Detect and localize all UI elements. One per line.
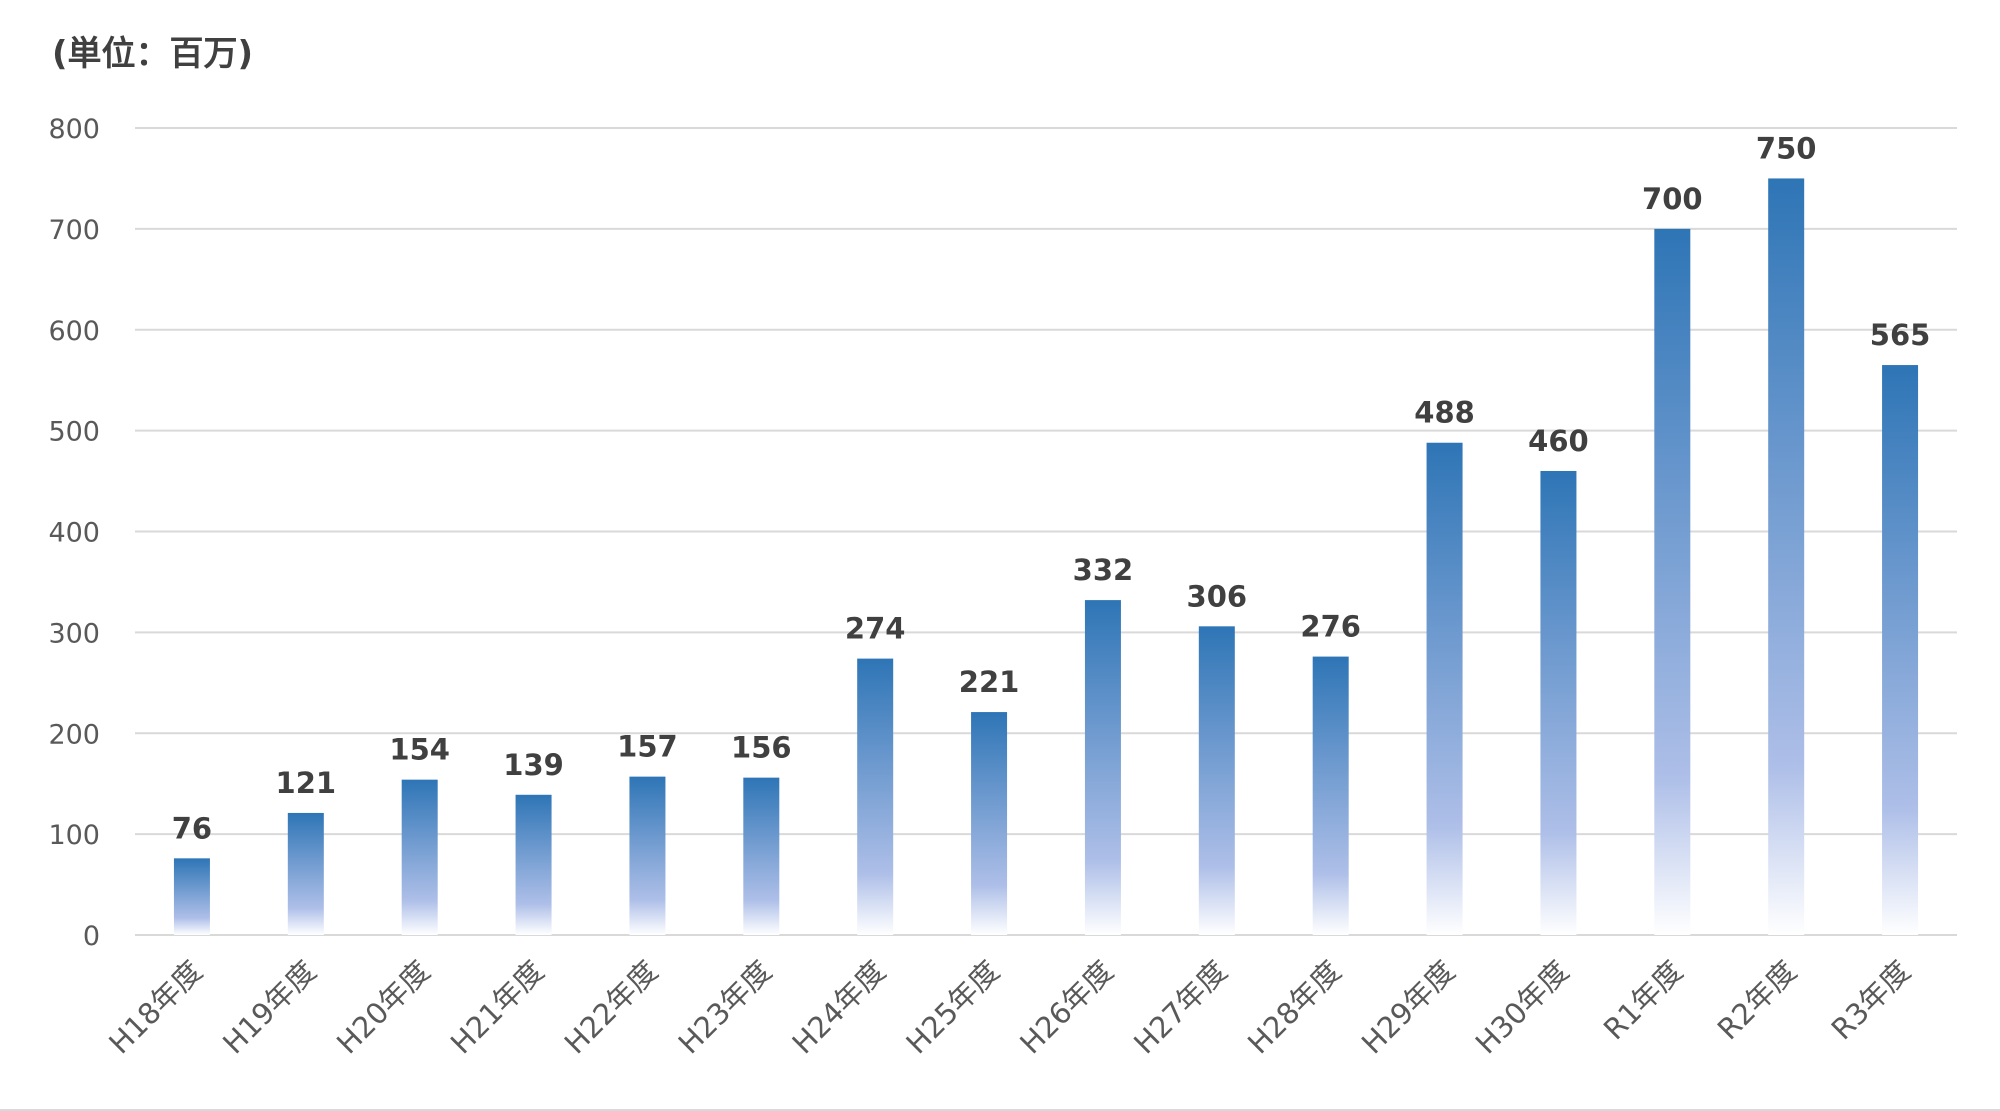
data-label: 332 [1073, 553, 1134, 587]
x-tick-label: H26年度 [1013, 954, 1120, 1061]
x-tick-label: H23年度 [672, 954, 779, 1061]
data-label: 276 [1300, 610, 1361, 644]
data-label: 139 [503, 748, 564, 782]
x-tick-label: H21年度 [444, 954, 551, 1061]
grid-lines [135, 127, 1957, 936]
x-tick-label: H25年度 [899, 954, 1006, 1061]
x-tick-label: H19年度 [216, 954, 323, 1061]
y-tick-label: 400 [48, 518, 100, 549]
y-tick-label: 200 [48, 719, 100, 750]
bar [1768, 178, 1805, 935]
data-labels: 76 121 154 139 157 156 274 221 332 306 276 488 460 70… [172, 131, 1931, 845]
y-tick-label: 600 [48, 316, 100, 347]
bar [857, 658, 894, 935]
data-label: 221 [959, 665, 1020, 699]
x-tick-label: H27年度 [1127, 954, 1234, 1061]
bar [1654, 228, 1691, 935]
x-tick-label: H28年度 [1241, 954, 1348, 1061]
bar [743, 777, 780, 935]
bar [173, 858, 210, 935]
y-tick-label: 0 [83, 921, 100, 952]
x-tick-label: H29年度 [1355, 954, 1462, 1061]
y-tick-label: 100 [48, 820, 100, 851]
x-tick-label: H18年度 [102, 954, 209, 1061]
x-tick-label: H30年度 [1469, 954, 1576, 1061]
bar [629, 776, 666, 935]
data-label: 157 [617, 730, 678, 764]
x-tick-label: H22年度 [558, 954, 665, 1061]
data-label: 154 [389, 733, 450, 767]
bar [401, 779, 438, 935]
bar [1540, 470, 1577, 935]
bar [287, 812, 324, 935]
data-label: 565 [1870, 318, 1931, 352]
y-axis-ticks: 0 100 200 300 400 500 600 700 800 [48, 114, 100, 952]
x-axis-ticks: H18年度 H19年度 H20年度 H21年度 H22年度 H23年度 H24年度 H25年度… [102, 954, 1917, 1061]
bar [971, 712, 1008, 935]
y-tick-label: 500 [48, 417, 100, 448]
data-label: 488 [1414, 396, 1475, 430]
bar [1312, 656, 1349, 935]
data-label: 274 [845, 612, 906, 646]
x-tick-label: H20年度 [330, 954, 437, 1061]
data-label: 121 [276, 766, 337, 800]
data-label: 76 [172, 811, 212, 845]
data-label: 700 [1642, 182, 1703, 216]
bar [1882, 365, 1919, 935]
frame-bottom-border [0, 1109, 2000, 1111]
bar [1426, 442, 1463, 935]
bar [1084, 600, 1121, 935]
y-tick-label: 700 [48, 215, 100, 246]
x-tick-label: R3年度 [1825, 954, 1917, 1046]
data-label: 750 [1756, 131, 1817, 165]
bars [173, 178, 1919, 935]
bar [515, 794, 552, 935]
data-label: 156 [731, 731, 792, 765]
y-tick-label: 300 [48, 618, 100, 649]
x-tick-label: R2年度 [1711, 954, 1803, 1046]
x-tick-label: R1年度 [1597, 954, 1689, 1046]
bar [1198, 626, 1235, 935]
data-label: 460 [1528, 424, 1589, 458]
y-tick-label: 800 [48, 114, 100, 145]
unit-label: (単位：百万) [52, 34, 254, 74]
x-tick-label: H24年度 [786, 954, 893, 1061]
data-label: 306 [1187, 579, 1248, 613]
